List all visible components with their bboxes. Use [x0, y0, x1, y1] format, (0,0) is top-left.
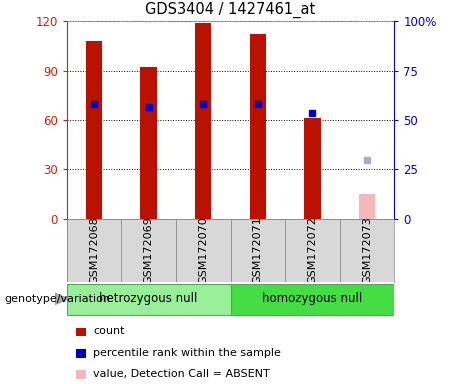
Bar — [230, 284, 394, 315]
Bar — [249, 34, 266, 219]
Bar — [195, 23, 212, 219]
Text: hetrozygous null: hetrozygous null — [100, 292, 198, 305]
Bar — [304, 118, 320, 219]
Bar — [141, 67, 157, 219]
Text: GSM172071: GSM172071 — [253, 217, 263, 285]
Bar — [67, 219, 121, 282]
Text: count: count — [93, 326, 124, 336]
Title: GDS3404 / 1427461_at: GDS3404 / 1427461_at — [145, 2, 316, 18]
Bar — [176, 219, 230, 282]
Text: GSM172068: GSM172068 — [89, 217, 99, 285]
Text: percentile rank within the sample: percentile rank within the sample — [93, 348, 281, 358]
Text: GSM172073: GSM172073 — [362, 217, 372, 285]
Text: homozygous null: homozygous null — [262, 292, 362, 305]
Bar — [340, 219, 394, 282]
Bar — [230, 219, 285, 282]
Text: value, Detection Call = ABSENT: value, Detection Call = ABSENT — [93, 369, 270, 379]
Bar — [359, 194, 375, 219]
Text: GSM172072: GSM172072 — [307, 217, 317, 285]
Text: GSM172070: GSM172070 — [198, 217, 208, 285]
Bar — [67, 284, 230, 315]
Text: genotype/variation: genotype/variation — [5, 294, 111, 304]
Bar — [121, 219, 176, 282]
Bar — [86, 41, 102, 219]
Polygon shape — [55, 293, 69, 305]
Bar — [285, 219, 340, 282]
Text: GSM172069: GSM172069 — [144, 217, 154, 285]
